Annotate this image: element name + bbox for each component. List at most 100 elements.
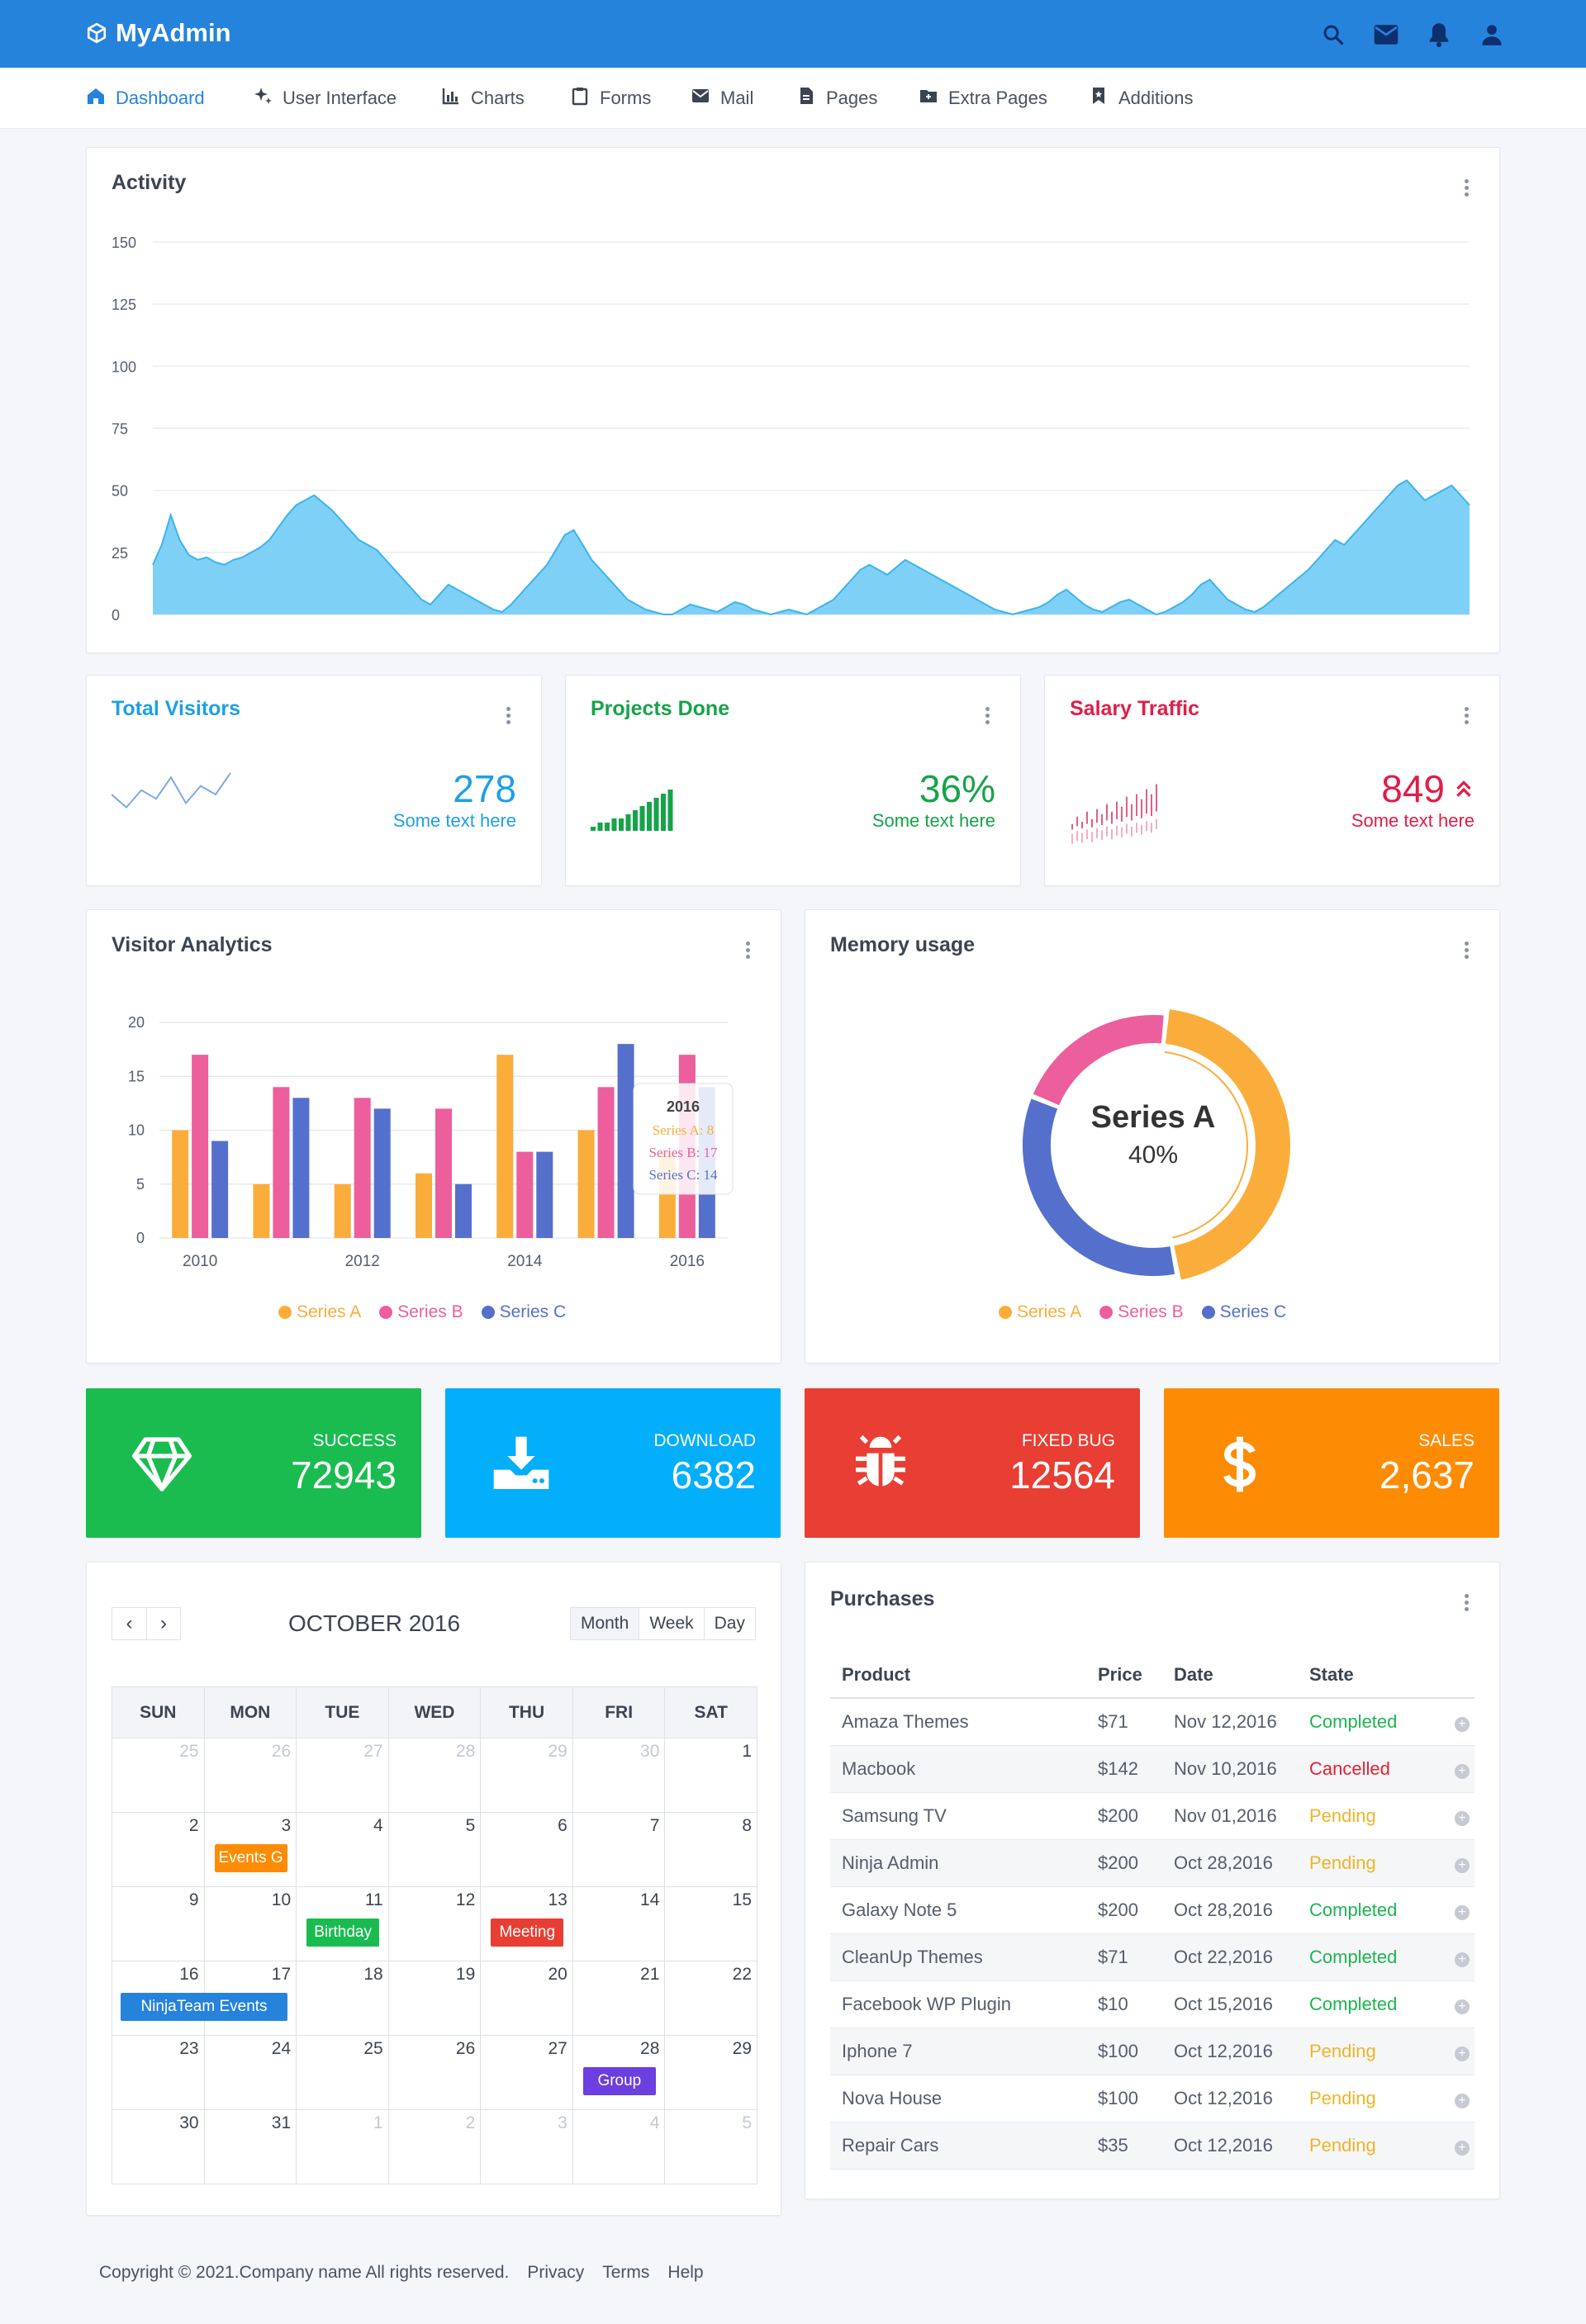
bar-series-b-2015[interactable] [598, 1087, 615, 1238]
fixed-bug-tile[interactable]: FIXED BUG 12564 [805, 1388, 1140, 1538]
calendar-day-cell[interactable]: 26 [388, 2036, 481, 2110]
calendar-day-cell[interactable]: 12 [388, 1887, 481, 1961]
legend-item[interactable]: Series C [482, 1302, 567, 1322]
calendar-day-cell[interactable]: 27 [297, 1738, 389, 1813]
calendar-day-cell[interactable]: 28 Group [572, 2036, 665, 2110]
table-row[interactable]: Samsung TV $200 Nov 01,2016 Pending + [830, 1792, 1474, 1839]
nav-item-forms[interactable]: Forms [570, 68, 651, 129]
nav-item-additions[interactable]: Additions [1089, 68, 1194, 129]
calendar-day-cell[interactable]: 5 [388, 1813, 481, 1887]
calendar-day-cell[interactable]: 7 [572, 1813, 665, 1887]
nav-item-pages[interactable]: Pages [796, 68, 877, 129]
calendar-event[interactable]: NinjaTeam Events [121, 1993, 287, 2021]
calendar-day-cell[interactable]: 28 [388, 1738, 481, 1813]
calendar-day-cell[interactable]: 5 [665, 2110, 757, 2184]
nav-item-dashboard[interactable]: Dashboard [86, 68, 205, 129]
calendar-day-cell[interactable]: 14 [572, 1887, 665, 1961]
bell-icon[interactable] [1424, 20, 1454, 50]
expand-row-icon[interactable]: + [1455, 1905, 1470, 1920]
bar-series-a-2012[interactable] [335, 1184, 351, 1238]
nav-item-charts[interactable]: Charts [441, 68, 525, 129]
more-icon[interactable] [1465, 707, 1470, 725]
legend-item[interactable]: Series C [1202, 1302, 1287, 1322]
more-icon[interactable] [1465, 1594, 1470, 1612]
calendar-day-cell[interactable]: 1 [297, 2110, 389, 2184]
download-tile[interactable]: DOWNLOAD 6382 [445, 1388, 781, 1538]
column-header[interactable]: Date [1162, 1652, 1298, 1698]
table-row[interactable]: Iphone 7 $100 Oct 12,2016 Pending + [830, 2028, 1474, 2075]
calendar-day-cell[interactable]: 15 [665, 1887, 757, 1961]
expand-row-icon[interactable]: + [1455, 1811, 1470, 1826]
bar-series-a-2015[interactable] [578, 1131, 595, 1239]
expand-row-icon[interactable]: + [1455, 1999, 1470, 2014]
calendar-day-cell[interactable]: 9 [112, 1887, 205, 1961]
bar-series-c-2014[interactable] [536, 1152, 553, 1238]
bar-series-c-2012[interactable] [374, 1108, 391, 1238]
bar-series-a-2011[interactable] [253, 1184, 269, 1238]
calendar-day-cell[interactable]: 30 [112, 2110, 205, 2184]
expand-row-icon[interactable]: + [1455, 1717, 1470, 1732]
bar-series-c-2015[interactable] [618, 1044, 634, 1238]
table-row[interactable]: Ninja Admin $200 Oct 28,2016 Pending + [830, 1839, 1474, 1886]
search-icon[interactable] [1318, 20, 1348, 50]
calendar-day-cell[interactable]: 11 Birthday [297, 1887, 389, 1961]
expand-row-icon[interactable]: + [1455, 1764, 1470, 1779]
bar-series-a-2014[interactable] [496, 1055, 513, 1238]
expand-row-icon[interactable]: + [1455, 1858, 1470, 1873]
calendar-event[interactable]: Birthday [306, 1918, 379, 1947]
legend-item[interactable]: Series B [1099, 1302, 1183, 1322]
bar-series-c-2013[interactable] [455, 1184, 472, 1238]
footer-link-privacy[interactable]: Privacy [527, 2263, 584, 2283]
calendar-day-cell[interactable]: 30 [572, 1738, 665, 1813]
table-row[interactable]: Nova House $100 Oct 12,2016 Pending + [830, 2075, 1474, 2122]
calendar-day-cell[interactable]: 29 [481, 1738, 573, 1813]
more-icon[interactable] [985, 707, 990, 725]
calendar-day-cell[interactable]: 25 [297, 2036, 389, 2110]
table-row[interactable]: Facebook WP Plugin $10 Oct 15,2016 Complete… [830, 1980, 1474, 2028]
column-header[interactable]: State [1298, 1652, 1443, 1698]
calendar-next-button[interactable]: › [146, 1607, 181, 1640]
calendar-day-cell[interactable]: 20 [481, 1961, 573, 2036]
nav-item-extra-pages[interactable]: Extra Pages [919, 68, 1047, 129]
calendar-day-cell[interactable]: 3 Events G [204, 1813, 297, 1887]
user-icon[interactable] [1477, 20, 1507, 50]
bar-series-c-2010[interactable] [211, 1141, 228, 1238]
expand-row-icon[interactable]: + [1455, 2047, 1470, 2061]
calendar-day-cell[interactable]: 10 [204, 1887, 297, 1961]
calendar-day-cell[interactable]: 27 [481, 2036, 573, 2110]
calendar-event[interactable]: Events G [215, 1844, 287, 1872]
calendar-day-cell[interactable]: 18 [297, 1961, 389, 2036]
brand[interactable]: MyAdmin [86, 18, 231, 48]
bar-series-b-2010[interactable] [192, 1055, 208, 1238]
column-header[interactable]: Product [830, 1652, 1086, 1698]
expand-row-icon[interactable]: + [1455, 1952, 1470, 1967]
bar-series-b-2013[interactable] [435, 1108, 452, 1238]
table-row[interactable]: Repair Cars $35 Oct 12,2016 Pending + [830, 2122, 1474, 2169]
calendar-event[interactable]: Meeting [491, 1918, 563, 1947]
calendar-day-cell[interactable]: 21 [572, 1961, 665, 2036]
calendar-day-cell[interactable]: 2 [112, 1813, 205, 1887]
calendar-day-cell[interactable]: 24 [204, 2036, 297, 2110]
calendar-day-cell[interactable]: 25 [112, 1738, 205, 1813]
calendar-day-cell[interactable]: 3 [481, 2110, 573, 2184]
calendar-day-cell[interactable]: 26 [204, 1738, 297, 1813]
calendar-day-cell[interactable]: 4 [297, 1813, 389, 1887]
legend-item[interactable]: Series B [379, 1302, 463, 1322]
calendar-day-cell[interactable]: 29 [665, 2036, 757, 2110]
legend-item[interactable]: Series A [278, 1302, 361, 1322]
sales-tile[interactable]: SALES 2,637 [1164, 1388, 1499, 1538]
calendar-day-cell[interactable]: 8 [665, 1813, 757, 1887]
calendar-view-day[interactable]: Day [705, 1607, 756, 1640]
expand-row-icon[interactable]: + [1455, 2141, 1470, 2156]
column-header[interactable]: Price [1086, 1652, 1162, 1698]
calendar-day-cell[interactable]: 4 [572, 2110, 665, 2184]
calendar-day-cell[interactable]: 2 [388, 2110, 481, 2184]
bar-series-b-2014[interactable] [516, 1152, 533, 1238]
calendar-event[interactable]: Group [583, 2067, 656, 2095]
calendar-view-week[interactable]: Week [639, 1607, 704, 1640]
table-row[interactable]: Macbook $142 Nov 10,2016 Cancelled + [830, 1745, 1474, 1792]
calendar-day-cell[interactable]: 31 [204, 2110, 297, 2184]
bar-series-a-2010[interactable] [172, 1131, 188, 1239]
mail-icon[interactable] [1371, 20, 1401, 50]
table-row[interactable]: Amaza Themes $71 Nov 12,2016 Completed + [830, 1698, 1474, 1745]
